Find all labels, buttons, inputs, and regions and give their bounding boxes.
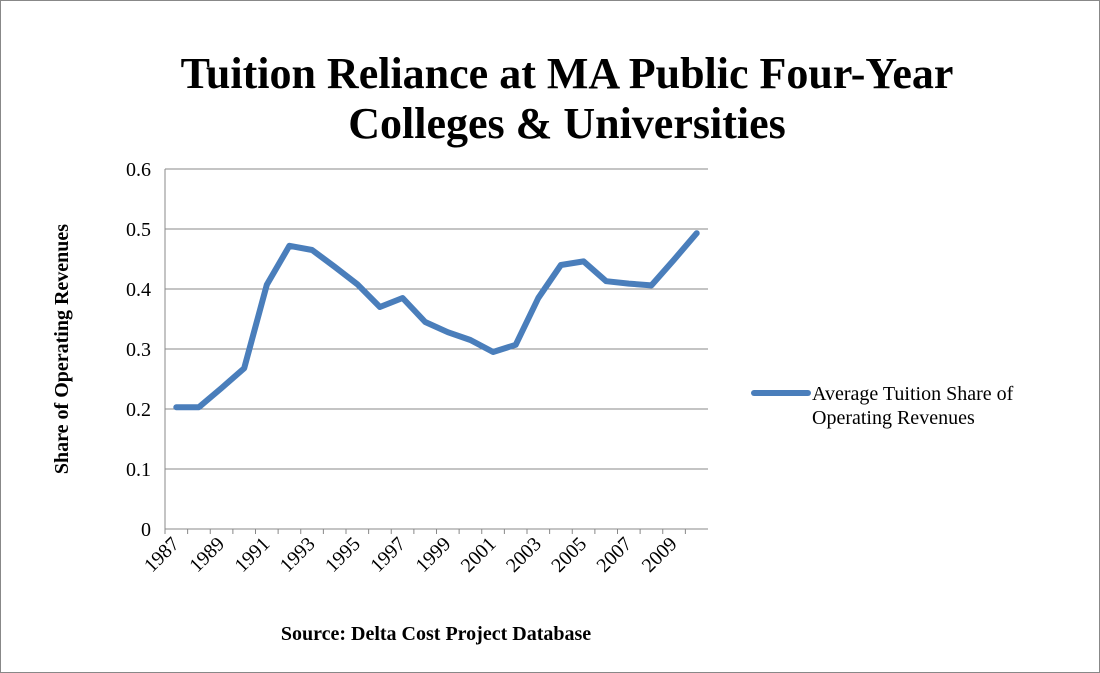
y-tick-label: 0.4 bbox=[126, 279, 151, 301]
y-tick-label: 0 bbox=[141, 519, 151, 541]
legend-label: Average Tuition Share of Operating Revenu… bbox=[812, 383, 1014, 429]
y-tick-label: 0.1 bbox=[126, 459, 151, 481]
line-series bbox=[173, 230, 700, 411]
y-tick-label: 0.2 bbox=[126, 399, 151, 421]
chart-title: Tuition Reliance at MA Public Four-Year C… bbox=[181, 49, 954, 148]
y-tick-label: 0.5 bbox=[126, 219, 151, 241]
x-axis-label: Source: Delta Cost Project Database bbox=[281, 623, 591, 645]
y-tick-label: 0.6 bbox=[126, 159, 151, 181]
y-tick-label: 0.3 bbox=[126, 339, 151, 361]
y-axis-label: Share of Operating Revenues bbox=[51, 224, 73, 474]
